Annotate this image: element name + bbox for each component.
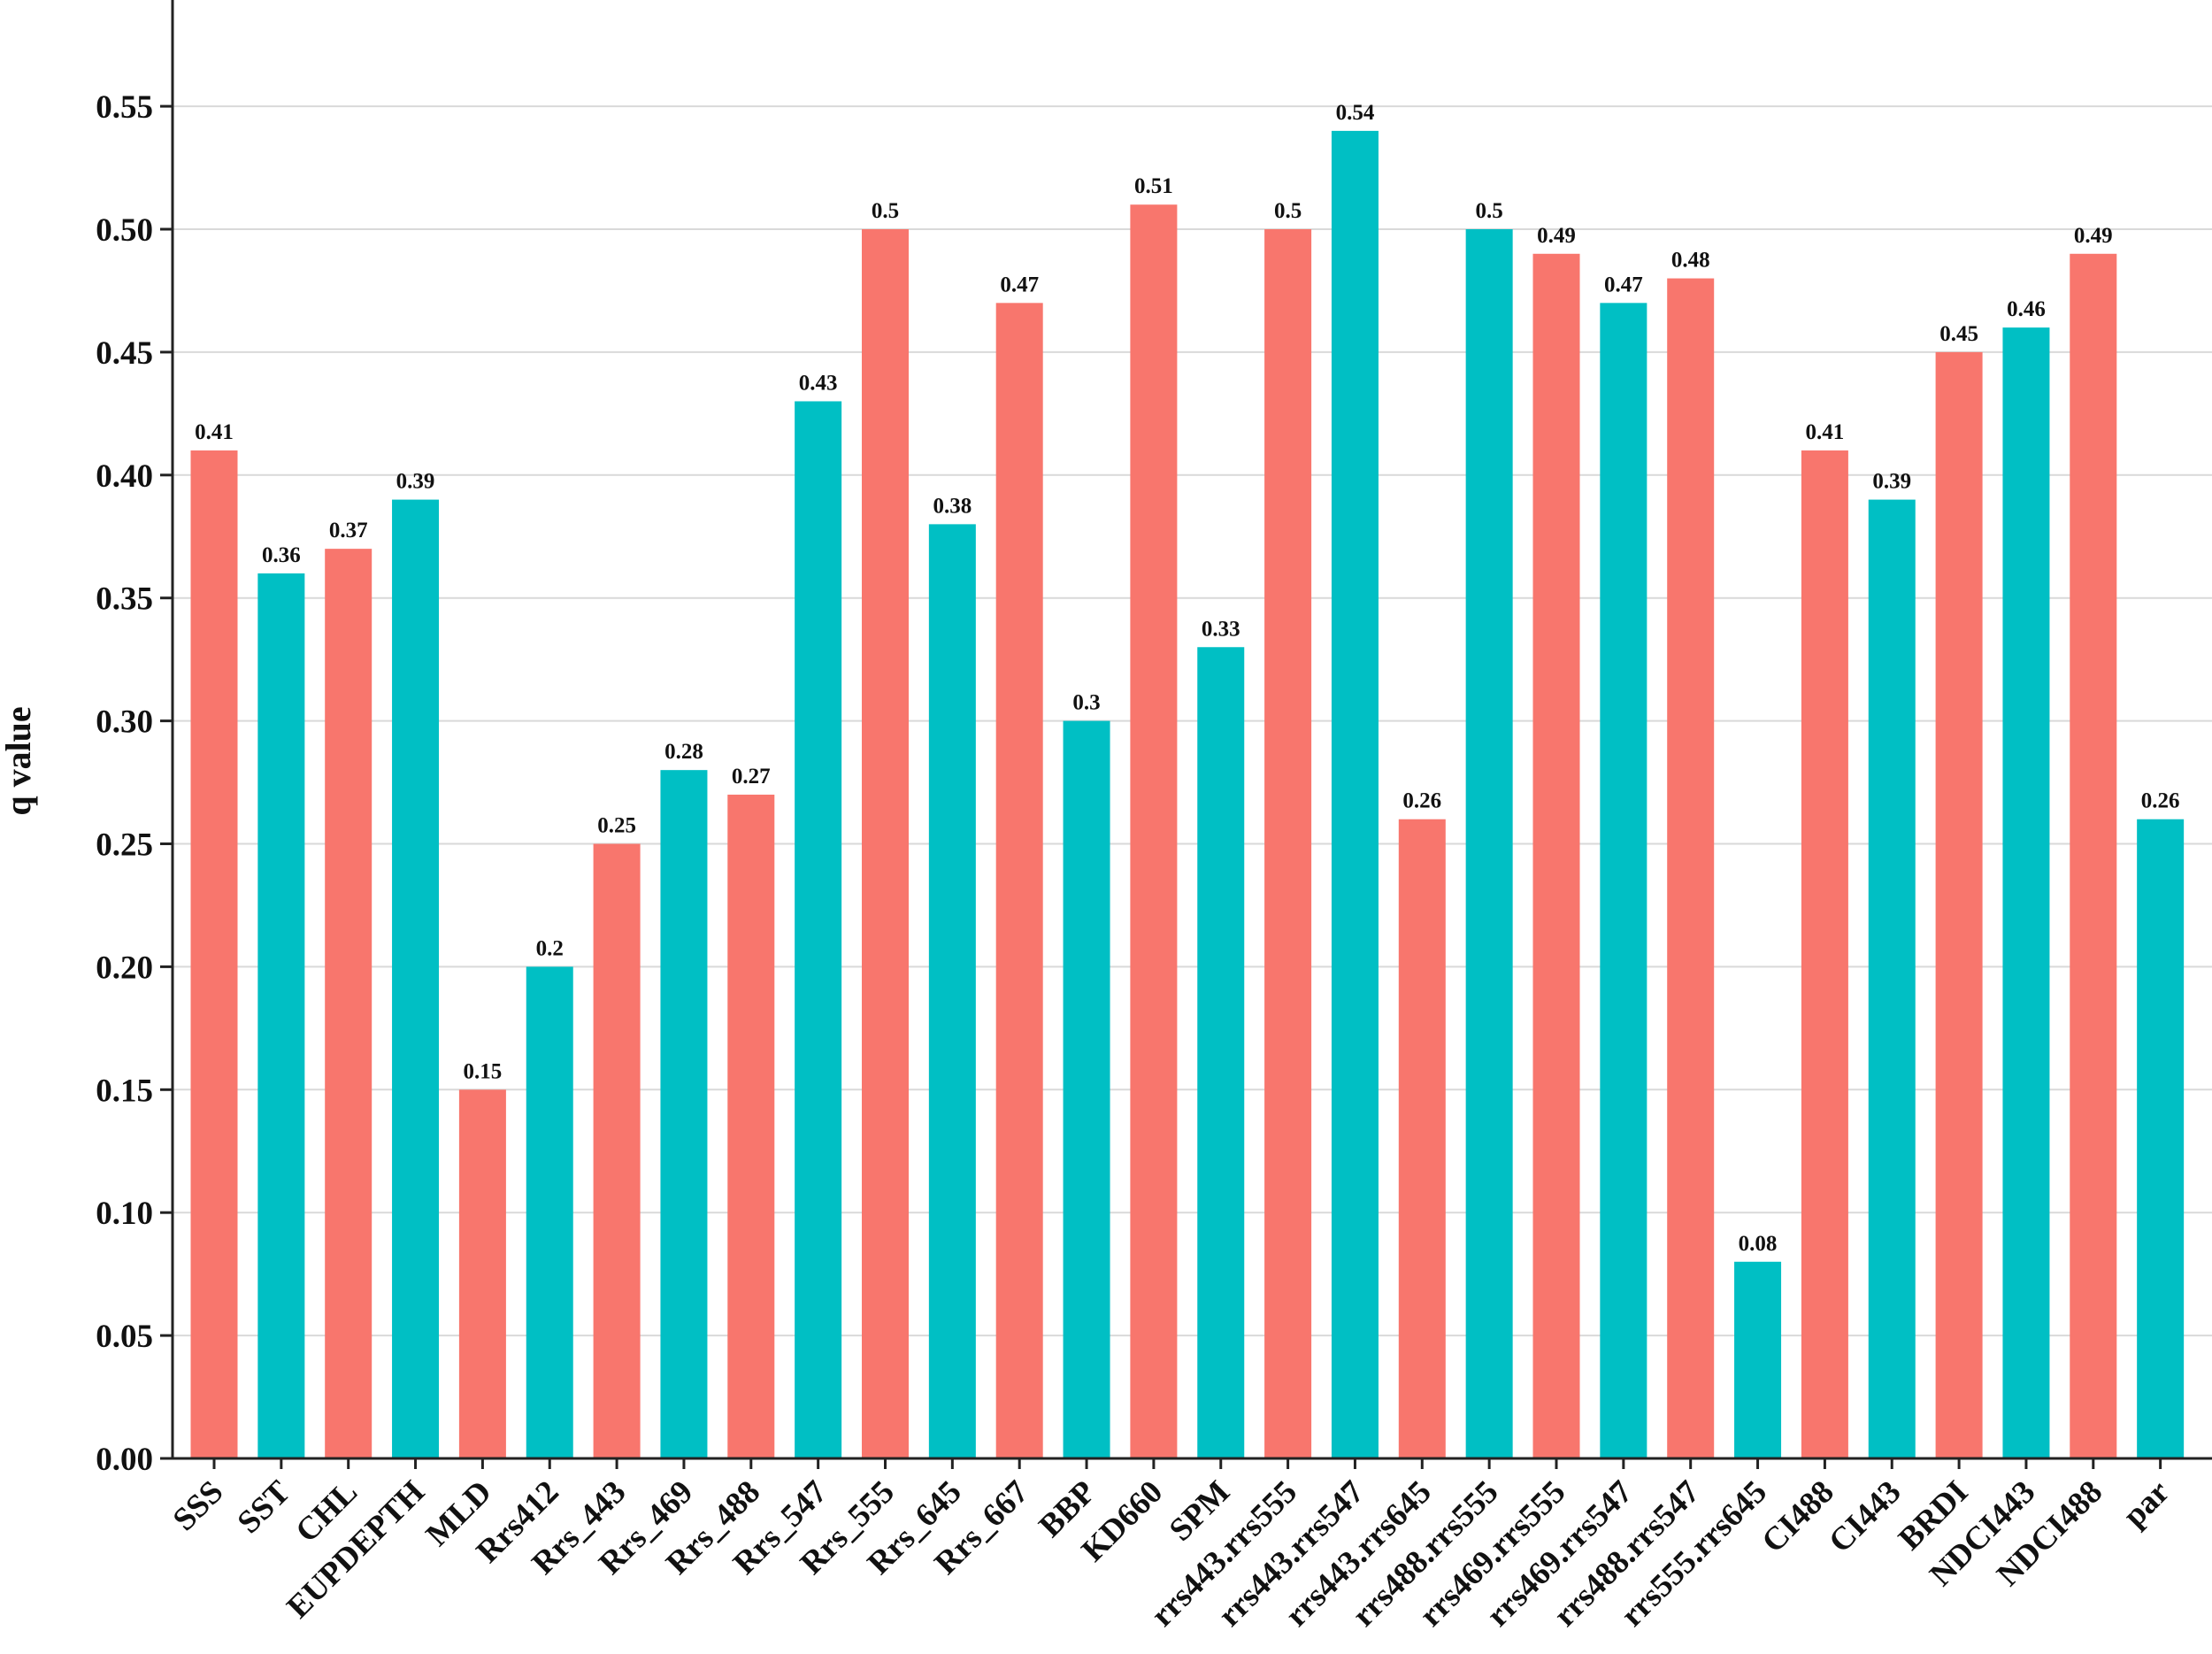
- bar: [928, 524, 976, 1458]
- bar: [995, 303, 1043, 1459]
- y-tick-label: 0.15: [96, 1073, 153, 1109]
- bar: [392, 499, 440, 1458]
- bar: [526, 966, 573, 1458]
- bar: [325, 549, 373, 1458]
- bar-value-label: 0.26: [1402, 789, 1441, 813]
- bar: [660, 770, 708, 1458]
- bar: [1868, 499, 1916, 1458]
- bar-value-label: 0.25: [597, 814, 636, 838]
- bar-value-label: 0.43: [799, 371, 838, 395]
- bar: [1465, 229, 1513, 1458]
- bar-value-label: 0.46: [2007, 297, 2046, 321]
- x-category-label: par: [2116, 1473, 2177, 1534]
- bar-value-label: 0.08: [1739, 1232, 1778, 1256]
- bar-value-label: 0.5: [1274, 199, 1302, 223]
- y-tick-label: 0.55: [96, 89, 153, 126]
- bar: [458, 1089, 506, 1458]
- bar-value-label: 0.39: [1872, 470, 1911, 494]
- y-tick-label: 0.05: [96, 1319, 153, 1355]
- bar: [2070, 253, 2117, 1458]
- y-tick-label: 0.10: [96, 1196, 153, 1232]
- bar: [593, 843, 641, 1458]
- y-tick-label: 0.00: [96, 1442, 153, 1478]
- y-tick-label: 0.30: [96, 704, 153, 741]
- bar: [727, 794, 775, 1458]
- bar-value-label: 0.37: [329, 519, 368, 542]
- bar: [2137, 819, 2185, 1458]
- value-labels: 0.41 0.36 0.37 0.39 0.15 0.2 0.25 0.28 0.27 0.43 0…: [195, 101, 2179, 1256]
- grid-lines: [173, 105, 2212, 1337]
- bar-value-label: 0.39: [396, 470, 435, 494]
- bar-value-label: 0.54: [1336, 101, 1375, 125]
- bar: [862, 229, 909, 1458]
- bar-value-label: 0.47: [1604, 273, 1643, 296]
- x-category-label: SST: [231, 1473, 298, 1541]
- bar: [1264, 229, 1312, 1458]
- bar: [2002, 327, 2050, 1458]
- bar-value-label: 0.51: [1134, 174, 1173, 198]
- y-tick-label: 0.25: [96, 827, 153, 864]
- x-category-label: SSS: [166, 1473, 231, 1538]
- bar-value-label: 0.33: [1202, 617, 1240, 641]
- bar-value-label: 0.36: [262, 543, 301, 567]
- bar: [257, 573, 305, 1458]
- bar: [1801, 450, 1848, 1458]
- x-axis: SSS SSTCHLEUPDEPTHMLDRrs412Rrs_443Rrs_469…: [160, 1457, 2212, 1634]
- y-axis-title: q value: [0, 706, 38, 815]
- bar-value-label: 0.48: [1671, 249, 1710, 273]
- y-tick-label: 0.35: [96, 581, 153, 618]
- bar-value-label: 0.3: [1072, 691, 1100, 715]
- bar: [1667, 278, 1715, 1458]
- bar: [1600, 303, 1647, 1459]
- bar: [1331, 130, 1379, 1458]
- y-axis: 0.00 0.05 0.10 0.15 0.20 0.25 0.30 0.35 0.40 0.45…: [96, 0, 174, 1478]
- bar: [1935, 351, 1983, 1458]
- bar-value-label: 0.27: [732, 765, 771, 789]
- bar-value-label: 0.5: [872, 199, 899, 223]
- bar: [1130, 204, 1178, 1459]
- y-tick-label: 0.50: [96, 212, 153, 249]
- bars: [190, 130, 2185, 1459]
- bar-value-label: 0.49: [1537, 224, 1576, 248]
- bar-value-label: 0.38: [933, 494, 972, 518]
- bar: [1197, 647, 1245, 1458]
- y-tick-label: 0.45: [96, 335, 153, 372]
- bar-value-label: 0.15: [464, 1059, 503, 1083]
- bar: [1532, 253, 1580, 1458]
- bar-value-label: 0.45: [1939, 322, 1978, 346]
- bar-value-label: 0.47: [1000, 273, 1039, 296]
- x-category-label: CI488: [1755, 1473, 1840, 1559]
- bar: [795, 401, 842, 1459]
- bar: [190, 450, 238, 1458]
- bar-value-label: 0.28: [664, 740, 703, 764]
- bar: [1734, 1261, 1782, 1458]
- bar-value-label: 0.41: [195, 420, 234, 444]
- bar: [1063, 720, 1110, 1458]
- y-tick-label: 0.20: [96, 950, 153, 986]
- bar-value-label: 0.41: [1806, 420, 1845, 444]
- bar-value-label: 0.2: [536, 936, 564, 960]
- bar: [1398, 819, 1446, 1458]
- bar-value-label: 0.49: [2074, 224, 2113, 248]
- bar-value-label: 0.5: [1476, 199, 1503, 223]
- x-category-label: CI443: [1822, 1473, 1908, 1559]
- y-tick-label: 0.40: [96, 458, 153, 495]
- bar-value-label: 0.26: [2141, 789, 2180, 813]
